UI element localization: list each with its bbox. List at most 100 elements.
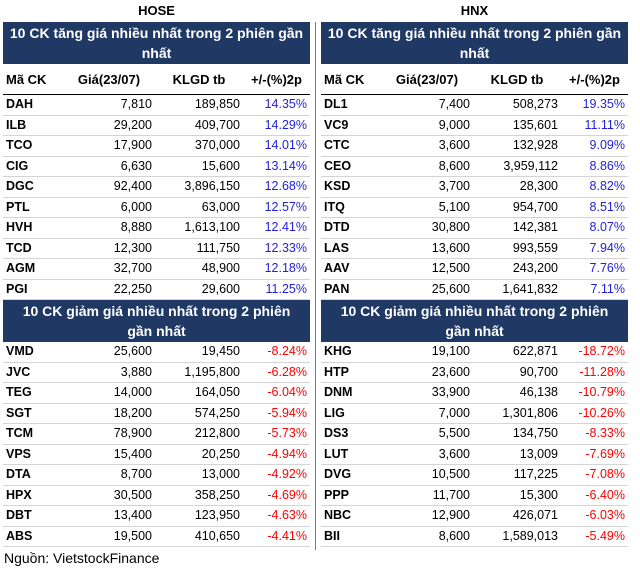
stock-code: DVG	[321, 464, 381, 486]
change-cell: -5.94%	[243, 403, 310, 424]
volume-cell: 20,250	[155, 444, 243, 465]
stock-code: PGI	[3, 279, 63, 300]
volume-cell: 123,950	[155, 505, 243, 527]
change-cell: -4.63%	[243, 505, 310, 527]
table-row: LUT 3,600 13,009 -7.69%	[321, 444, 628, 465]
stock-code: LAS	[321, 238, 381, 259]
stock-code: BII	[321, 526, 381, 547]
col-price-header: Giá(23/07)	[381, 64, 473, 95]
table-row: DGC 92,400 3,896,150 12.68%	[3, 176, 310, 198]
volume-cell: 142,381	[473, 217, 561, 239]
price-cell: 78,900	[63, 423, 155, 445]
volume-cell: 574,250	[155, 403, 243, 424]
header-row: Mã CK Giá(23/07) KLGD tb +/-(%)2p	[3, 64, 310, 95]
change-cell: -11.28%	[561, 362, 628, 383]
volume-cell: 117,225	[473, 464, 561, 486]
price-cell: 3,700	[381, 176, 473, 198]
volume-cell: 189,850	[155, 94, 243, 116]
stock-code: DBT	[3, 505, 63, 527]
table-row: HTP 23,600 90,700 -11.28%	[321, 362, 628, 383]
price-cell: 7,000	[381, 403, 473, 424]
stock-code: CTC	[321, 135, 381, 157]
change-cell: -4.41%	[243, 526, 310, 547]
volume-cell: 370,000	[155, 135, 243, 157]
stock-code: TCM	[3, 423, 63, 445]
stock-code: HVH	[3, 217, 63, 239]
table-row: TEG 14,000 164,050 -6.04%	[3, 382, 310, 404]
change-cell: -6.04%	[243, 382, 310, 404]
price-cell: 12,900	[381, 505, 473, 527]
table-row: DAH 7,810 189,850 14.35%	[3, 94, 310, 116]
table-row: CTC 3,600 132,928 9.09%	[321, 135, 628, 157]
losers-title: 10 CK giảm giá nhiều nhất trong 2 phiên …	[321, 300, 628, 342]
change-cell: -7.69%	[561, 444, 628, 465]
table-row: AAV 12,500 243,200 7.76%	[321, 258, 628, 280]
volume-cell: 358,250	[155, 485, 243, 506]
volume-cell: 111,750	[155, 238, 243, 259]
stock-code: PTL	[3, 197, 63, 218]
price-cell: 8,700	[63, 464, 155, 486]
change-cell: 7.94%	[561, 238, 628, 259]
price-cell: 9,000	[381, 115, 473, 136]
volume-cell: 1,301,806	[473, 403, 561, 424]
price-cell: 30,500	[63, 485, 155, 506]
header-row: Mã CK Giá(23/07) KLGD tb +/-(%)2p	[321, 64, 628, 95]
stock-code: KSD	[321, 176, 381, 198]
price-cell: 30,800	[381, 217, 473, 239]
price-cell: 11,700	[381, 485, 473, 506]
table-row: KHG 19,100 622,871 -18.72%	[321, 342, 628, 363]
volume-cell: 15,300	[473, 485, 561, 506]
change-cell: 14.35%	[243, 94, 310, 116]
volume-cell: 46,138	[473, 382, 561, 404]
table-row: DNM 33,900 46,138 -10.79%	[321, 382, 628, 404]
volume-cell: 48,900	[155, 258, 243, 280]
stock-code: ILB	[3, 115, 63, 136]
price-cell: 19,500	[63, 526, 155, 547]
volume-cell: 508,273	[473, 94, 561, 116]
change-cell: -5.73%	[243, 423, 310, 445]
stock-code: DL1	[321, 94, 381, 116]
stock-code: TEG	[3, 382, 63, 404]
table-row: KSD 3,700 28,300 8.82%	[321, 176, 628, 198]
table-row: DBT 13,400 123,950 -4.63%	[3, 505, 310, 527]
table-row: DTA 8,700 13,000 -4.92%	[3, 464, 310, 486]
table-row: LIG 7,000 1,301,806 -10.26%	[321, 403, 628, 424]
col-code-header: Mã CK	[3, 64, 63, 95]
change-cell: -7.08%	[561, 464, 628, 486]
stock-code: VPS	[3, 444, 63, 465]
stock-code: DS3	[321, 423, 381, 445]
price-cell: 13,400	[63, 505, 155, 527]
volume-cell: 132,928	[473, 135, 561, 157]
table-row: ITQ 5,100 954,700 8.51%	[321, 197, 628, 218]
table-row: ABS 19,500 410,650 -4.41%	[3, 526, 310, 547]
table-row: HPX 30,500 358,250 -4.69%	[3, 485, 310, 506]
table-row: CIG 6,630 15,600 13.14%	[3, 156, 310, 177]
change-cell: -18.72%	[561, 342, 628, 363]
stock-code: TCD	[3, 238, 63, 259]
change-cell: -10.26%	[561, 403, 628, 424]
change-cell: 12.33%	[243, 238, 310, 259]
price-cell: 8,600	[381, 526, 473, 547]
stock-code: VC9	[321, 115, 381, 136]
gainers-title: 10 CK tăng giá nhiều nhất trong 2 phiên …	[3, 22, 310, 64]
table-row: PGI 22,250 29,600 11.25%	[3, 279, 310, 300]
col-code-header: Mã CK	[321, 64, 381, 95]
table-row: DS3 5,500 134,750 -8.33%	[321, 423, 628, 445]
table-row: VPS 15,400 20,250 -4.94%	[3, 444, 310, 465]
price-cell: 8,600	[381, 156, 473, 177]
change-cell: 12.18%	[243, 258, 310, 280]
stock-code: DTD	[321, 217, 381, 239]
stock-code: DNM	[321, 382, 381, 404]
stock-code: DAH	[3, 94, 63, 116]
losers-table: VMD 25,600 19,450 -8.24% JVC 3,880 1,195,800 -6…	[3, 342, 310, 547]
stock-code: KHG	[321, 342, 381, 363]
col-volume-header: KLGD tb	[155, 64, 243, 95]
volume-cell: 243,200	[473, 258, 561, 280]
price-cell: 22,250	[63, 279, 155, 300]
change-cell: -6.03%	[561, 505, 628, 527]
gainers-title: 10 CK tăng giá nhiều nhất trong 2 phiên …	[321, 22, 628, 64]
stock-code: JVC	[3, 362, 63, 383]
price-cell: 14,000	[63, 382, 155, 404]
table-row: ILB 29,200 409,700 14.29%	[3, 115, 310, 136]
volume-cell: 63,000	[155, 197, 243, 218]
